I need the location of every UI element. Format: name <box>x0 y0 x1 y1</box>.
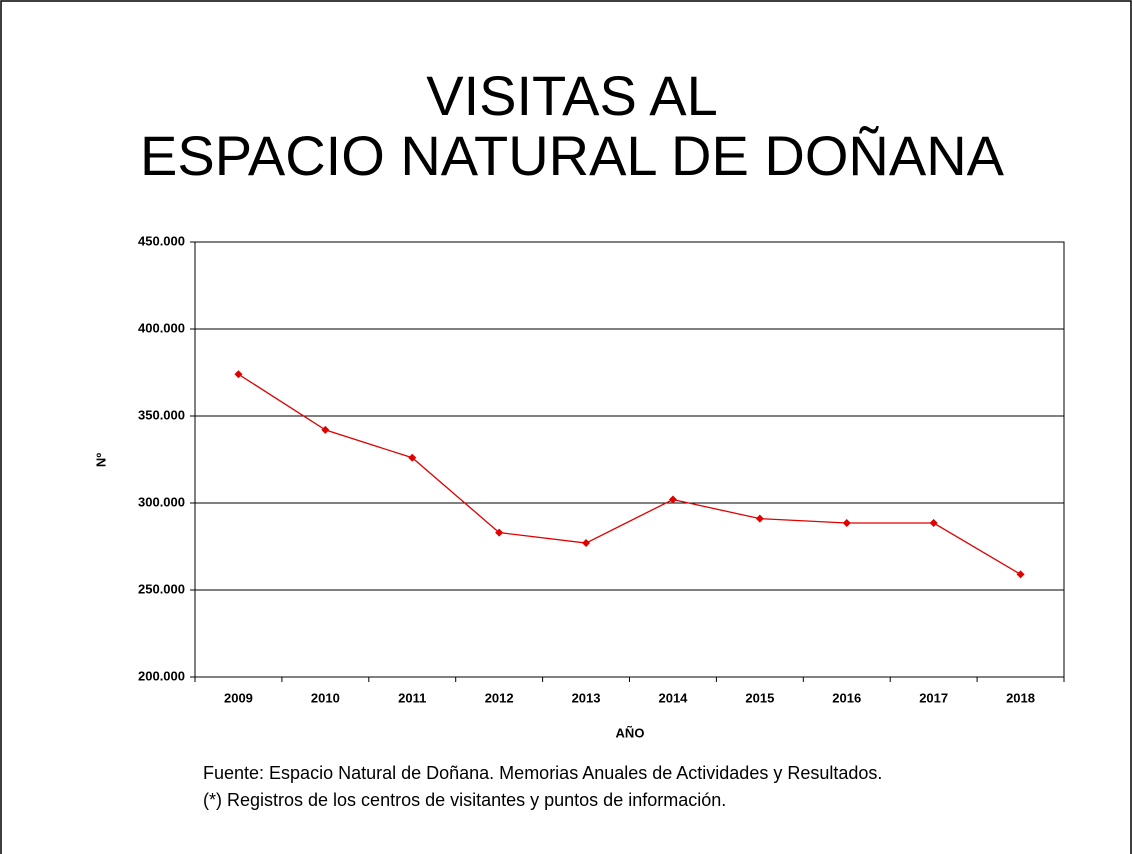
point-marker <box>1016 570 1025 579</box>
x-tick-label: 2012 <box>485 690 514 705</box>
point-marker <box>234 370 243 379</box>
point-marker <box>842 519 851 528</box>
x-tick-label: 2010 <box>311 690 340 705</box>
point-marker <box>755 514 764 523</box>
x-tick-label: 2016 <box>832 690 861 705</box>
title-line: VISITAS AL <box>426 64 718 127</box>
x-tick-label: 2018 <box>1006 690 1035 705</box>
point-marker <box>495 528 504 537</box>
x-tick-label: 2015 <box>745 690 774 705</box>
y-axis-label: Nº <box>93 453 108 467</box>
note: (*) Registros de los centros de visitant… <box>203 790 726 810</box>
y-tick-label: 200.000 <box>138 668 185 683</box>
x-tick-label: 2011 <box>398 690 426 705</box>
title-line: ESPACIO NATURAL DE DOÑANA <box>140 124 1005 187</box>
point-marker <box>929 519 938 528</box>
point-marker <box>668 495 677 504</box>
y-tick-label: 400.000 <box>138 320 185 335</box>
x-tick-label: 2009 <box>224 690 253 705</box>
y-tick-label: 250.000 <box>138 581 185 596</box>
note: Fuente: Espacio Natural de Doñana. Memor… <box>203 763 882 783</box>
y-tick-label: 350.000 <box>138 407 185 422</box>
point-marker <box>321 425 330 434</box>
series-line <box>238 373 1021 575</box>
x-tick-label: 2014 <box>658 690 688 705</box>
x-axis-label: AÑO <box>616 725 645 740</box>
point-marker <box>582 539 591 548</box>
x-tick-label: 2013 <box>572 690 601 705</box>
point-marker <box>408 453 417 462</box>
plot-border <box>194 241 1065 678</box>
y-tick-label: 450.000 <box>138 233 185 248</box>
x-tick-label: 2017 <box>919 690 948 705</box>
y-tick-label: 300.000 <box>138 494 185 509</box>
